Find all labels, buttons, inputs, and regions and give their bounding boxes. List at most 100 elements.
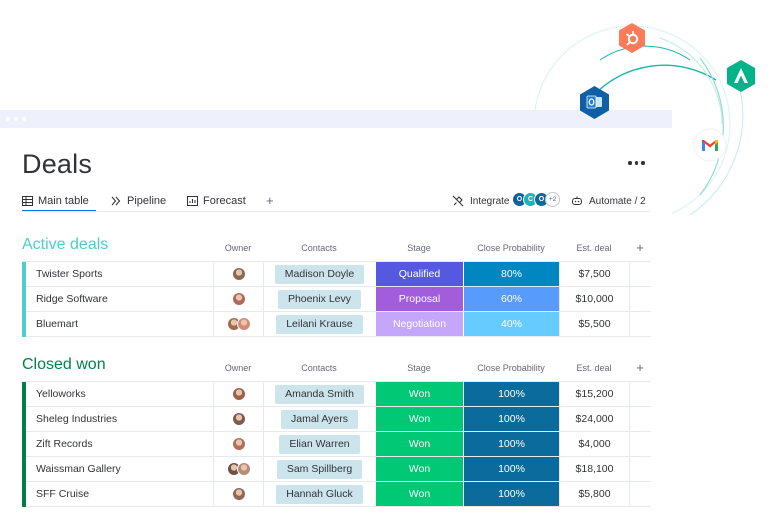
contacts-cell[interactable]: Elian Warren [263, 432, 375, 456]
add-column-button[interactable]: + [636, 360, 644, 375]
avatar [236, 317, 251, 331]
empty-cell [629, 312, 651, 336]
avatar [231, 437, 246, 451]
window-dot [14, 117, 18, 121]
tab-forecast[interactable]: Forecast [187, 191, 246, 211]
add-column-button[interactable]: + [636, 240, 644, 255]
tab-label: Main table [38, 195, 89, 207]
integration-icons[interactable]: O C O +2 [512, 192, 560, 207]
contact-chip[interactable]: Jamal Ayers [281, 409, 358, 429]
empty-cell [629, 482, 651, 506]
contact-chip[interactable]: Hannah Gluck [276, 484, 363, 504]
stage-status[interactable]: Won [375, 457, 463, 481]
est-deal-value[interactable]: $24,000 [559, 407, 629, 431]
tab-pipeline[interactable]: Pipeline [111, 191, 166, 211]
contact-chip[interactable]: Sam Spillberg [276, 459, 363, 479]
owner-cell[interactable] [213, 287, 263, 311]
tab-main-table[interactable]: Main table [22, 191, 89, 211]
contact-chip[interactable]: Amanda Smith [275, 384, 364, 404]
est-deal-value[interactable]: $5,500 [559, 312, 629, 336]
add-view-button[interactable]: + [266, 193, 274, 208]
column-header-probability: Close Probability [477, 363, 545, 373]
contacts-cell[interactable]: Leilani Krause [263, 312, 375, 336]
group-color-bar [22, 312, 26, 337]
probability-status[interactable]: 100% [463, 407, 559, 431]
deal-name[interactable]: Waissman Gallery [36, 463, 121, 475]
probability-status[interactable]: 80% [463, 262, 559, 286]
contact-chip[interactable]: Elian Warren [279, 434, 360, 454]
table-icon [22, 196, 33, 206]
stage-status[interactable]: Won [375, 482, 463, 506]
deal-name[interactable]: Twister Sports [36, 268, 103, 280]
est-deal-value[interactable]: $5,800 [559, 482, 629, 506]
deal-name[interactable]: SFF Cruise [36, 488, 90, 500]
table-row[interactable]: SFF Cruise Hannah Gluck Won 100% $5,800 [22, 482, 651, 507]
avatar [231, 387, 246, 401]
table-row[interactable]: Yelloworks Amanda Smith Won 100% $15,200 [22, 382, 651, 407]
automate-button[interactable]: Automate / 2 [571, 192, 646, 210]
page-title: Deals [22, 149, 93, 179]
avatar [231, 292, 246, 306]
group-color-bar [22, 262, 26, 287]
table-row[interactable]: Sheleg Industries Jamal Ayers Won 100% $… [22, 407, 651, 432]
owner-cell[interactable] [213, 482, 263, 506]
est-deal-value[interactable]: $10,000 [559, 287, 629, 311]
deal-name[interactable]: Ridge Software [36, 293, 108, 305]
avatar [236, 462, 251, 476]
contacts-cell[interactable]: Amanda Smith [263, 382, 375, 406]
contacts-cell[interactable]: Madison Doyle [263, 262, 375, 286]
est-deal-value[interactable]: $15,200 [559, 382, 629, 406]
owner-cell[interactable] [213, 457, 263, 481]
contacts-cell[interactable]: Sam Spillberg [263, 457, 375, 481]
est-deal-value[interactable]: $7,500 [559, 262, 629, 286]
contacts-cell[interactable]: Hannah Gluck [263, 482, 375, 506]
hubspot-icon[interactable] [617, 22, 647, 54]
stage-status[interactable]: Won [375, 432, 463, 456]
aircall-icon[interactable] [725, 59, 757, 93]
probability-status[interactable]: 100% [463, 432, 559, 456]
group-title[interactable]: Active deals [22, 236, 109, 253]
stage-status[interactable]: Negotiation [375, 312, 463, 336]
deal-name[interactable]: Zift Records [36, 438, 93, 450]
integrate-button[interactable]: Integrate [452, 192, 509, 210]
probability-status[interactable]: 100% [463, 482, 559, 506]
group-color-bar [22, 432, 26, 457]
outlook-icon[interactable] [578, 85, 611, 120]
deal-name[interactable]: Yelloworks [36, 388, 86, 400]
est-deal-value[interactable]: $18,100 [559, 457, 629, 481]
avatar [231, 412, 246, 426]
stage-status[interactable]: Won [375, 407, 463, 431]
owner-cell[interactable] [213, 382, 263, 406]
probability-status[interactable]: 100% [463, 457, 559, 481]
table-row[interactable]: Bluemart Leilani Krause Negotiation 40% … [22, 312, 651, 337]
table-row[interactable]: Twister Sports Madison Doyle Qualified 8… [22, 262, 651, 287]
est-deal-value[interactable]: $4,000 [559, 432, 629, 456]
contacts-cell[interactable]: Jamal Ayers [263, 407, 375, 431]
contact-chip[interactable]: Madison Doyle [274, 264, 365, 284]
gmail-icon[interactable] [692, 127, 728, 163]
column-header-probability: Close Probability [477, 243, 545, 253]
contact-chip[interactable]: Phoenix Levy [277, 289, 362, 309]
group-title[interactable]: Closed won [22, 356, 106, 373]
owner-cell[interactable] [213, 312, 263, 336]
owner-cell[interactable] [213, 432, 263, 456]
deal-name[interactable]: Bluemart [36, 318, 79, 330]
window-dot [22, 117, 26, 121]
stage-status[interactable]: Proposal [375, 287, 463, 311]
owner-cell[interactable] [213, 262, 263, 286]
contacts-cell[interactable]: Phoenix Levy [263, 287, 375, 311]
deal-name[interactable]: Sheleg Industries [36, 413, 118, 425]
stage-status[interactable]: Won [375, 382, 463, 406]
table-row[interactable]: Waissman Gallery Sam Spillberg Won 100% … [22, 457, 651, 482]
more-dots-icon [641, 161, 645, 165]
owner-cell[interactable] [213, 407, 263, 431]
probability-status[interactable]: 60% [463, 287, 559, 311]
table-row[interactable]: Ridge Software Phoenix Levy Proposal 60%… [22, 287, 651, 312]
probability-status[interactable]: 100% [463, 382, 559, 406]
contact-chip[interactable]: Leilani Krause [276, 314, 363, 334]
more-options-button[interactable] [628, 156, 650, 170]
table-row[interactable]: Zift Records Elian Warren Won 100% $4,00… [22, 432, 651, 457]
stage-status[interactable]: Qualified [375, 262, 463, 286]
chart-icon [187, 196, 198, 206]
probability-status[interactable]: 40% [463, 312, 559, 336]
